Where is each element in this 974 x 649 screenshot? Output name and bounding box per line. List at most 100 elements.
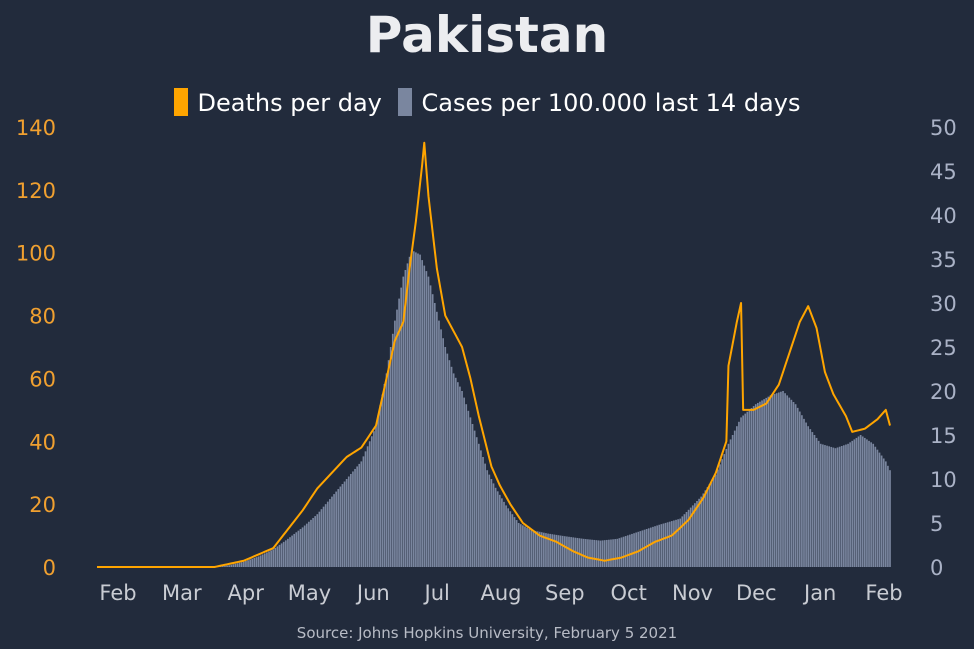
cases-bar [383, 383, 386, 567]
cases-bar [599, 540, 602, 567]
cases-bar [580, 538, 583, 567]
cases-bar [494, 487, 497, 567]
cases-bar [347, 476, 350, 567]
cases-bar [855, 437, 858, 567]
cases-bar [771, 394, 774, 567]
cases-bar [677, 519, 679, 567]
cases-bar [270, 550, 272, 567]
right-axis-tick-label: 10 [930, 468, 957, 492]
cases-bar [828, 446, 830, 567]
cases-bar [847, 443, 849, 567]
cases-bar [809, 429, 812, 567]
cases-bar [664, 522, 667, 567]
cases-bar [471, 424, 474, 567]
cases-bar [360, 461, 363, 567]
cases-bar [293, 533, 296, 567]
cases-bar [566, 536, 568, 567]
cases-bar [249, 559, 251, 567]
cases-bar [721, 459, 724, 567]
cases-bar [373, 431, 375, 567]
cases-bar [402, 276, 405, 567]
cases-bar [650, 527, 652, 567]
cases-bar [280, 543, 283, 567]
right-axis-tick-label: 30 [930, 292, 957, 316]
cases-bar [274, 547, 277, 567]
cases-bar [742, 415, 744, 567]
cases-bar [622, 536, 625, 567]
right-axis-tick-label: 50 [930, 116, 957, 140]
cases-bar [305, 523, 308, 567]
right-axis-tick-label: 35 [930, 248, 957, 272]
cases-bar [375, 426, 377, 567]
cases-bar [536, 531, 539, 567]
cases-bar [291, 535, 293, 567]
cases-bars [215, 250, 891, 568]
cases-bar [601, 540, 604, 567]
cases-bar [551, 534, 554, 567]
cases-bar [614, 539, 617, 567]
cases-bar [603, 540, 606, 567]
cases-bar [723, 454, 726, 567]
cases-bar [794, 404, 797, 567]
cases-bar [438, 320, 440, 567]
cases-bar [341, 484, 344, 567]
cases-bar [370, 436, 373, 567]
cases-bar [358, 463, 361, 567]
cases-bar [786, 395, 789, 567]
cases-bar [729, 439, 732, 567]
cases-bar [863, 437, 866, 567]
cases-bar [654, 526, 656, 567]
legend-item-cases: Cases per 100.000 last 14 days [397, 88, 800, 117]
source-note: Source: Johns Hopkins University, Februa… [296, 624, 678, 642]
cases-bar [658, 524, 661, 567]
cases-bar [389, 347, 392, 567]
cases-bar [312, 517, 314, 567]
right-axis-tick-label: 0 [930, 556, 943, 580]
cases-bar [700, 496, 703, 567]
cases-bar [775, 393, 778, 567]
left-axis-tick-label: 100 [16, 242, 56, 266]
cases-bar [261, 554, 264, 567]
cases-bar [498, 494, 501, 567]
cases-bar [763, 399, 765, 567]
cases-bar [331, 496, 333, 567]
cases-bar [563, 536, 566, 567]
cases-bar [689, 507, 692, 567]
cases-bar [843, 445, 845, 567]
cases-bar [417, 253, 419, 567]
cases-bar [568, 536, 570, 567]
legend-swatch-deaths [173, 88, 188, 116]
cases-bar [765, 397, 768, 567]
cases-bar [756, 402, 759, 567]
cases-bar [243, 561, 245, 567]
cases-bar [379, 405, 382, 567]
cases-bar [251, 558, 254, 567]
cases-bar [459, 386, 461, 567]
cases-bar [461, 391, 463, 567]
cases-bar [429, 285, 432, 567]
right-axis-tick-label: 5 [930, 512, 943, 536]
right-axis-tick-label: 45 [930, 160, 957, 184]
cases-bar [364, 451, 367, 567]
cases-bar [830, 446, 833, 567]
cases-bar [232, 564, 235, 567]
left-axis-tick-label: 0 [43, 556, 56, 580]
cases-bar [880, 455, 883, 567]
cases-bar [626, 535, 629, 567]
cases-bar [532, 530, 535, 567]
x-axis-tick-label: Feb [865, 581, 902, 605]
x-axis-tick-label: Aug [480, 581, 521, 605]
cases-bar [530, 530, 533, 567]
cases-bar [421, 260, 424, 567]
cases-bar [595, 540, 598, 567]
cases-bar [515, 520, 518, 567]
cases-bar [819, 443, 822, 567]
cases-bar [884, 461, 887, 567]
cases-bar [740, 417, 742, 567]
cases-bar [773, 393, 776, 567]
cases-bar [578, 538, 581, 567]
cases-bar [545, 533, 547, 567]
cases-bar [543, 532, 545, 567]
cases-bar [746, 411, 749, 567]
